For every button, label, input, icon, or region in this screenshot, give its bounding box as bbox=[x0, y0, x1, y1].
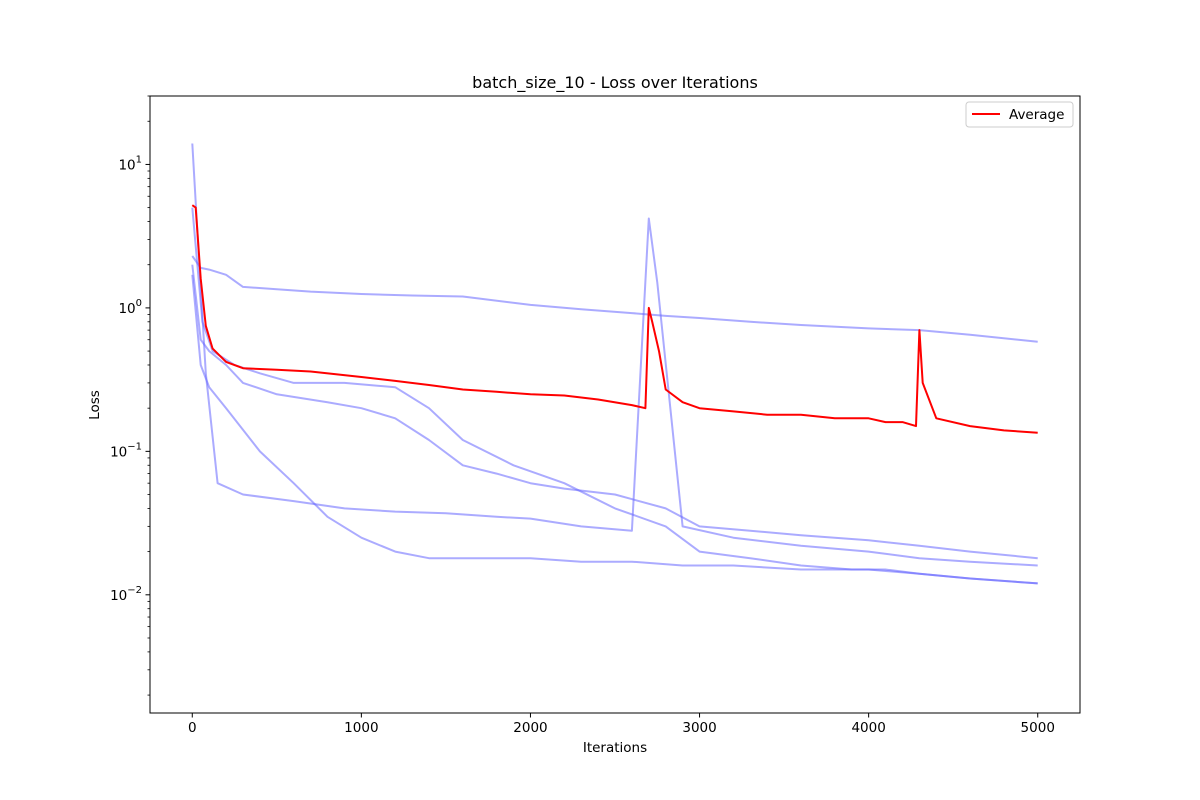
x-tick-label: 4000 bbox=[851, 720, 885, 736]
y-tick-label: 101 bbox=[118, 154, 142, 173]
x-tick-label: 2000 bbox=[513, 720, 547, 736]
legend-label-average: Average bbox=[1009, 107, 1064, 123]
series-line-average bbox=[191, 204, 1038, 434]
x-axis: 0 1000 2000 3000 4000 5000 bbox=[188, 713, 1055, 736]
series-line-run-2 bbox=[191, 143, 1038, 567]
series-line-run-4 bbox=[191, 264, 1038, 560]
legend-box bbox=[965, 101, 1074, 128]
y-axis-label: Loss bbox=[87, 390, 103, 420]
plot-area bbox=[191, 143, 1038, 585]
legend: Average bbox=[965, 101, 1074, 128]
series-line-run-1 bbox=[191, 255, 1038, 343]
x-tick-label: 0 bbox=[188, 720, 197, 736]
x-tick-label: 5000 bbox=[1021, 720, 1055, 736]
y-tick-label: 100 bbox=[118, 298, 142, 317]
x-tick-label: 1000 bbox=[344, 720, 378, 736]
y-axis: 10−2 10−1 100 101 bbox=[110, 95, 150, 696]
x-tick-label: 3000 bbox=[682, 720, 716, 736]
y-tick-label: 10−1 bbox=[110, 441, 142, 460]
plot-frame bbox=[149, 95, 1081, 714]
x-axis-label: Iterations bbox=[583, 740, 647, 756]
y-tick-label: 10−2 bbox=[110, 585, 142, 604]
chart-title: batch_size_10 - Loss over Iterations bbox=[472, 73, 758, 93]
